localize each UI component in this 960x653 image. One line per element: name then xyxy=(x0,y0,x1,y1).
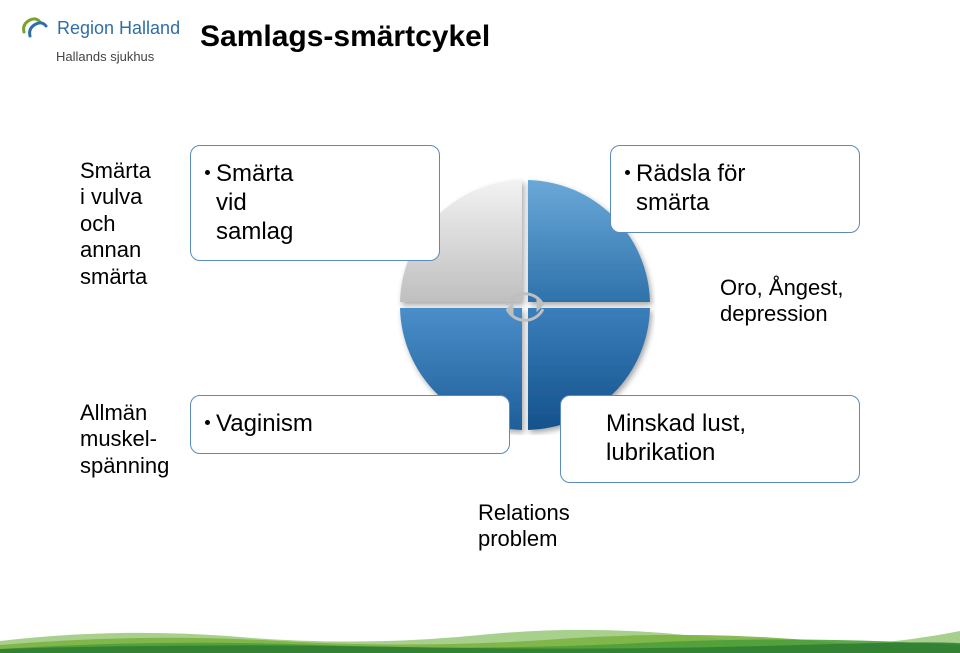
page-title: Samlags-smärtcykel xyxy=(200,20,490,54)
bullet-icon xyxy=(625,170,630,175)
box-minskad-lust: Minskad lust, lubrikation xyxy=(560,395,860,483)
line: Relations xyxy=(478,500,570,526)
logo-text-line2: Hallands sjukhus xyxy=(56,49,188,64)
line: annan xyxy=(80,237,151,263)
side-text-top-right: Oro, Ångest, depression xyxy=(720,275,844,328)
box-text: Rädsla för smärta xyxy=(636,160,796,218)
line: smärta xyxy=(80,264,151,290)
box-text: Vaginism xyxy=(216,410,313,439)
line: muskel- xyxy=(80,426,169,452)
box-text: Minskad lust, lubrikation xyxy=(606,410,786,468)
footer-banner xyxy=(0,617,960,653)
logo-text-line1: Region Halland xyxy=(57,18,180,39)
box-radsla-for-smarta: Rädsla för smärta xyxy=(610,145,860,233)
box-text: Smärta vid samlag xyxy=(216,160,326,246)
line: depression xyxy=(720,301,844,327)
line: problem xyxy=(478,526,570,552)
bullet-icon xyxy=(205,170,210,175)
line: Smärta xyxy=(80,158,151,184)
line: Oro, Ångest, xyxy=(720,275,844,301)
line: och xyxy=(80,211,151,237)
logo-icon xyxy=(18,10,50,47)
box-vaginism: Vaginism xyxy=(190,395,510,454)
side-text-top-left: Smärta i vulva och annan smärta xyxy=(80,158,151,290)
line: spänning xyxy=(80,453,169,479)
brand-logo: Region Halland Hallands sjukhus xyxy=(18,10,188,64)
bullet-icon xyxy=(205,420,210,425)
line: i vulva xyxy=(80,184,151,210)
box-smarta-vid-samlag: Smärta vid samlag xyxy=(190,145,440,261)
side-text-bottom-center: Relations problem xyxy=(478,500,570,553)
cycle-arrows-icon xyxy=(507,294,543,321)
slide: Region Halland Hallands sjukhus Samlags-… xyxy=(0,0,960,653)
side-text-bottom-left: Allmän muskel- spänning xyxy=(80,400,169,479)
line: Allmän xyxy=(80,400,169,426)
